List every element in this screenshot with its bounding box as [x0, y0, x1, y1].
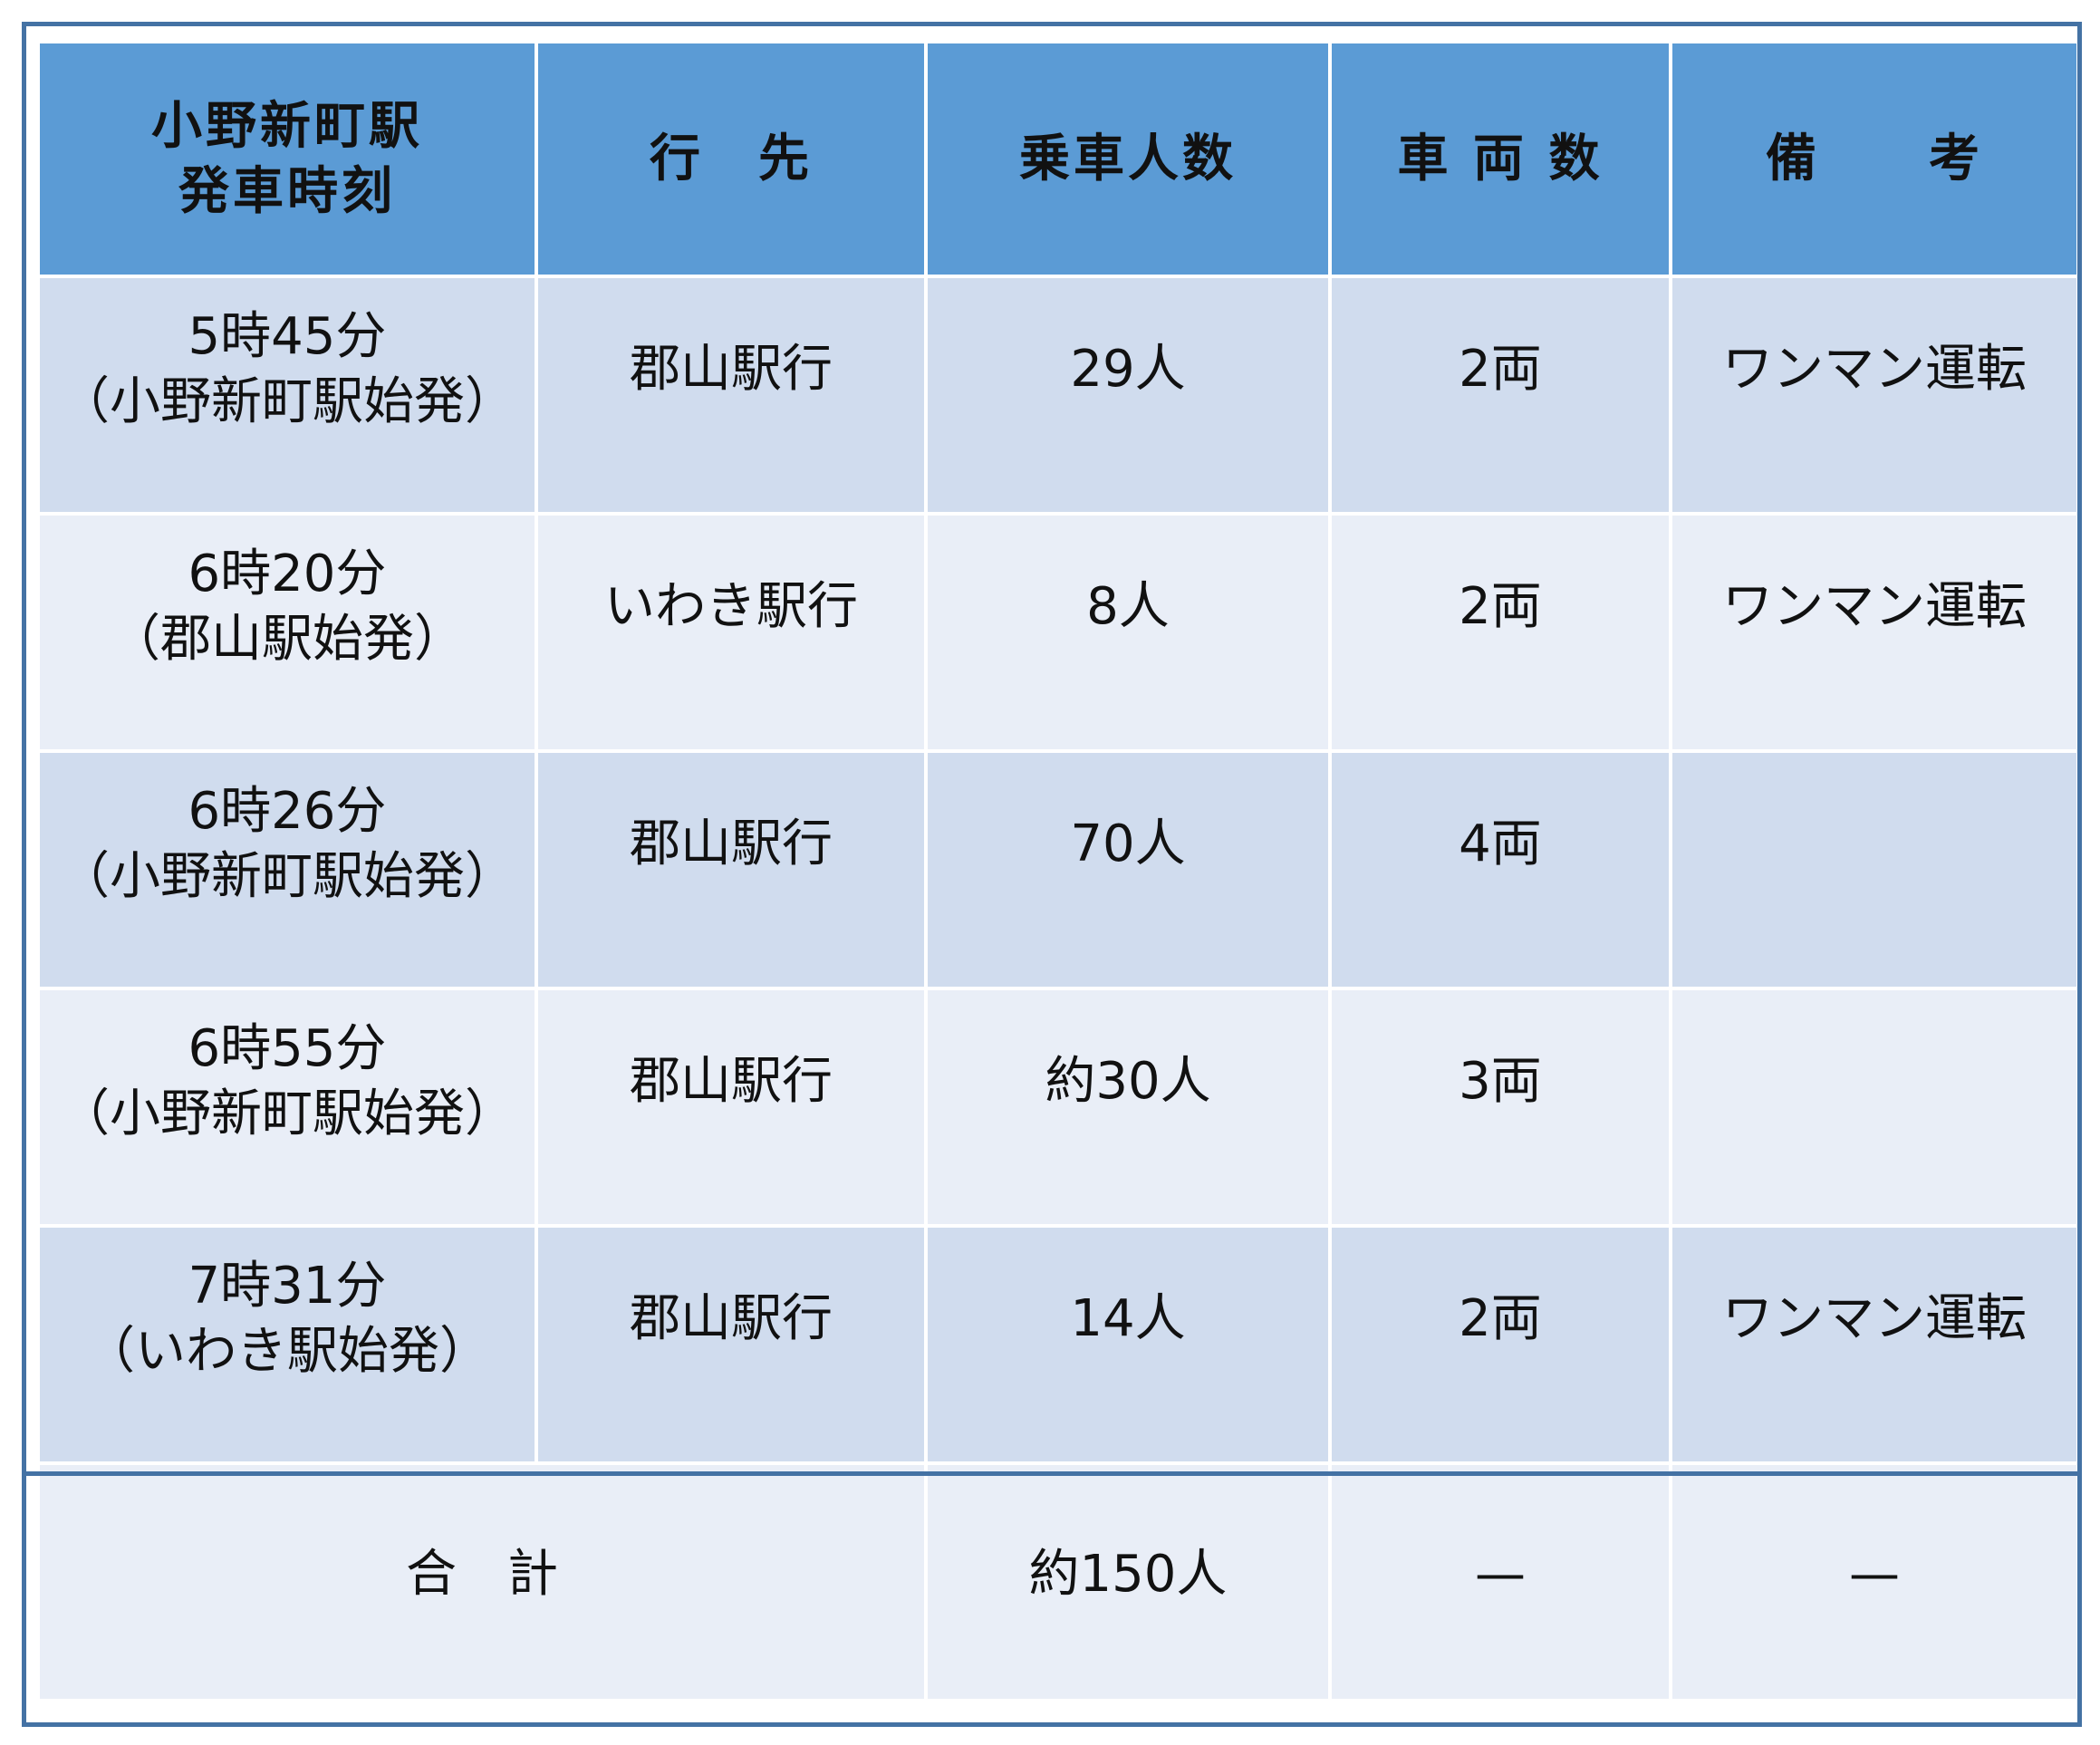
destination-text: 郡山駅行: [630, 815, 833, 873]
destination-text: 郡山駅行: [630, 1052, 833, 1111]
cell-passengers: 29人: [928, 278, 1328, 512]
cell-cars: 2両: [1332, 1228, 1669, 1461]
cell-departure-time: 6時26分 （小野新町駅始発）: [40, 753, 535, 987]
cars-text: 2両: [1459, 577, 1542, 636]
passengers-text: 約30人: [1045, 1052, 1211, 1111]
total-cars: —: [1475, 1545, 1526, 1604]
header-time-line2: 発車時刻: [178, 161, 396, 221]
departure-origin: （小野新町駅始発）: [59, 847, 515, 906]
cell-cars: 2両: [1332, 516, 1669, 749]
cell-destination: 郡山駅行: [538, 990, 924, 1224]
header-passengers: 乗車人数: [928, 43, 1328, 275]
departure-time: 6時55分: [188, 1019, 387, 1078]
table-header-row: 小野新町駅 発車時刻 行 先 乗車人数 車 両 数 備 考: [40, 43, 2076, 275]
cell-passengers: 70人: [928, 753, 1328, 987]
departure-origin: （小野新町駅始発）: [59, 372, 515, 431]
cell-remarks: [1672, 990, 2076, 1224]
header-cars: 車 両 数: [1332, 43, 1669, 275]
cell-departure-time: 6時55分 （小野新町駅始発）: [40, 990, 535, 1224]
cell-total-remarks: —: [1672, 1465, 2076, 1699]
cell-departure-time: 7時31分 （いわき駅始発）: [40, 1228, 535, 1461]
header-departure-time: 小野新町駅 発車時刻: [40, 43, 535, 275]
table-row: 5時45分 （小野新町駅始発） 郡山駅行 29人 2両 ワンマン運転: [40, 278, 2076, 512]
cell-total-label: 合 計: [40, 1465, 924, 1699]
cell-destination: 郡山駅行: [538, 278, 924, 512]
departure-origin: （小野新町駅始発）: [59, 1085, 515, 1143]
passengers-text: 8人: [1086, 577, 1170, 636]
total-remarks: —: [1849, 1545, 1900, 1604]
cell-destination: 郡山駅行: [538, 753, 924, 987]
total-passengers: 約150人: [1028, 1545, 1228, 1604]
cars-text: 3両: [1459, 1052, 1542, 1111]
departure-table: 小野新町駅 発車時刻 行 先 乗車人数 車 両 数 備 考 5時45分 （小野新…: [36, 40, 2080, 1702]
cell-remarks: ワンマン運転: [1672, 1228, 2076, 1461]
cell-passengers: 8人: [928, 516, 1328, 749]
cell-total-cars: —: [1332, 1465, 1669, 1699]
cell-cars: 3両: [1332, 990, 1669, 1224]
cars-text: 2両: [1459, 340, 1542, 399]
remarks-text: ワンマン運転: [1722, 340, 2027, 399]
header-time-line1: 小野新町駅: [151, 96, 423, 156]
remarks-text: ワンマン運転: [1722, 1289, 2027, 1348]
cell-departure-time: 6時20分 （郡山駅始発）: [40, 516, 535, 749]
destination-text: 郡山駅行: [630, 1289, 833, 1348]
departure-origin: （いわき駅始発）: [84, 1322, 490, 1381]
remarks-text: ワンマン運転: [1722, 577, 2027, 636]
destination-text: 郡山駅行: [630, 340, 833, 399]
cell-departure-time: 5時45分 （小野新町駅始発）: [40, 278, 535, 512]
departure-origin: （郡山駅始発）: [110, 610, 465, 669]
passengers-text: 14人: [1070, 1289, 1186, 1348]
cell-destination: 郡山駅行: [538, 1228, 924, 1461]
header-remarks: 備 考: [1672, 43, 2076, 275]
table-row: 6時20分 （郡山駅始発） いわき駅行 8人 2両 ワンマン運転: [40, 516, 2076, 749]
table-row: 7時31分 （いわき駅始発） 郡山駅行 14人 2両 ワンマン運転: [40, 1228, 2076, 1461]
cell-remarks: ワンマン運転: [1672, 516, 2076, 749]
departure-time: 7時31分: [188, 1257, 387, 1316]
cell-total-passengers: 約150人: [928, 1465, 1328, 1699]
cell-cars: 4両: [1332, 753, 1669, 987]
cell-passengers: 約30人: [928, 990, 1328, 1224]
passengers-text: 70人: [1070, 815, 1186, 873]
cell-cars: 2両: [1332, 278, 1669, 512]
cars-text: 4両: [1459, 815, 1542, 873]
departure-time: 5時45分: [188, 307, 387, 366]
total-row: 合 計 約150人 — —: [40, 1465, 2076, 1699]
cell-destination: いわき駅行: [538, 516, 924, 749]
cell-remarks: [1672, 753, 2076, 987]
departure-time: 6時26分: [188, 782, 387, 841]
table-row: 6時55分 （小野新町駅始発） 郡山駅行 約30人 3両: [40, 990, 2076, 1224]
passengers-text: 29人: [1070, 340, 1186, 399]
total-label: 合 計: [406, 1545, 558, 1604]
departure-time: 6時20分: [188, 545, 387, 603]
header-destination: 行 先: [538, 43, 924, 275]
total-separator-line: [22, 1471, 2082, 1476]
destination-text: いわき駅行: [604, 577, 858, 636]
table-row: 6時26分 （小野新町駅始発） 郡山駅行 70人 4両: [40, 753, 2076, 987]
cell-remarks: ワンマン運転: [1672, 278, 2076, 512]
cell-passengers: 14人: [928, 1228, 1328, 1461]
cars-text: 2両: [1459, 1289, 1542, 1348]
